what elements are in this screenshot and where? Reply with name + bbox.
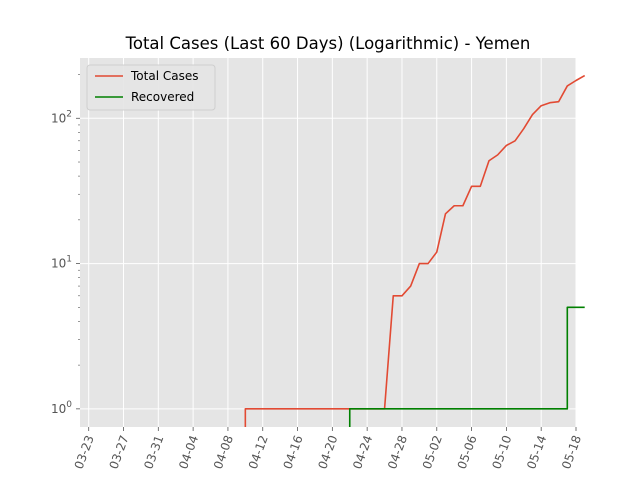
legend: Total Cases Recovered (86, 64, 216, 111)
legend-label-total-cases: Total Cases (130, 69, 198, 83)
gridlines (80, 58, 577, 427)
y-tick-label: 102 (51, 109, 72, 125)
y-tick-label: 101 (51, 255, 72, 271)
legend-label-recovered: Recovered (131, 90, 194, 104)
series-lines (244, 74, 586, 427)
chart-title: Total Cases (Last 60 Days) (Logarithmic)… (125, 34, 531, 53)
series-line-recovered (348, 306, 585, 427)
series-line-total-cases (244, 74, 586, 427)
y-axis-ticks: 100 101 102 (51, 74, 80, 416)
y-tick-label: 100 (51, 400, 72, 416)
plot-area (80, 58, 576, 427)
